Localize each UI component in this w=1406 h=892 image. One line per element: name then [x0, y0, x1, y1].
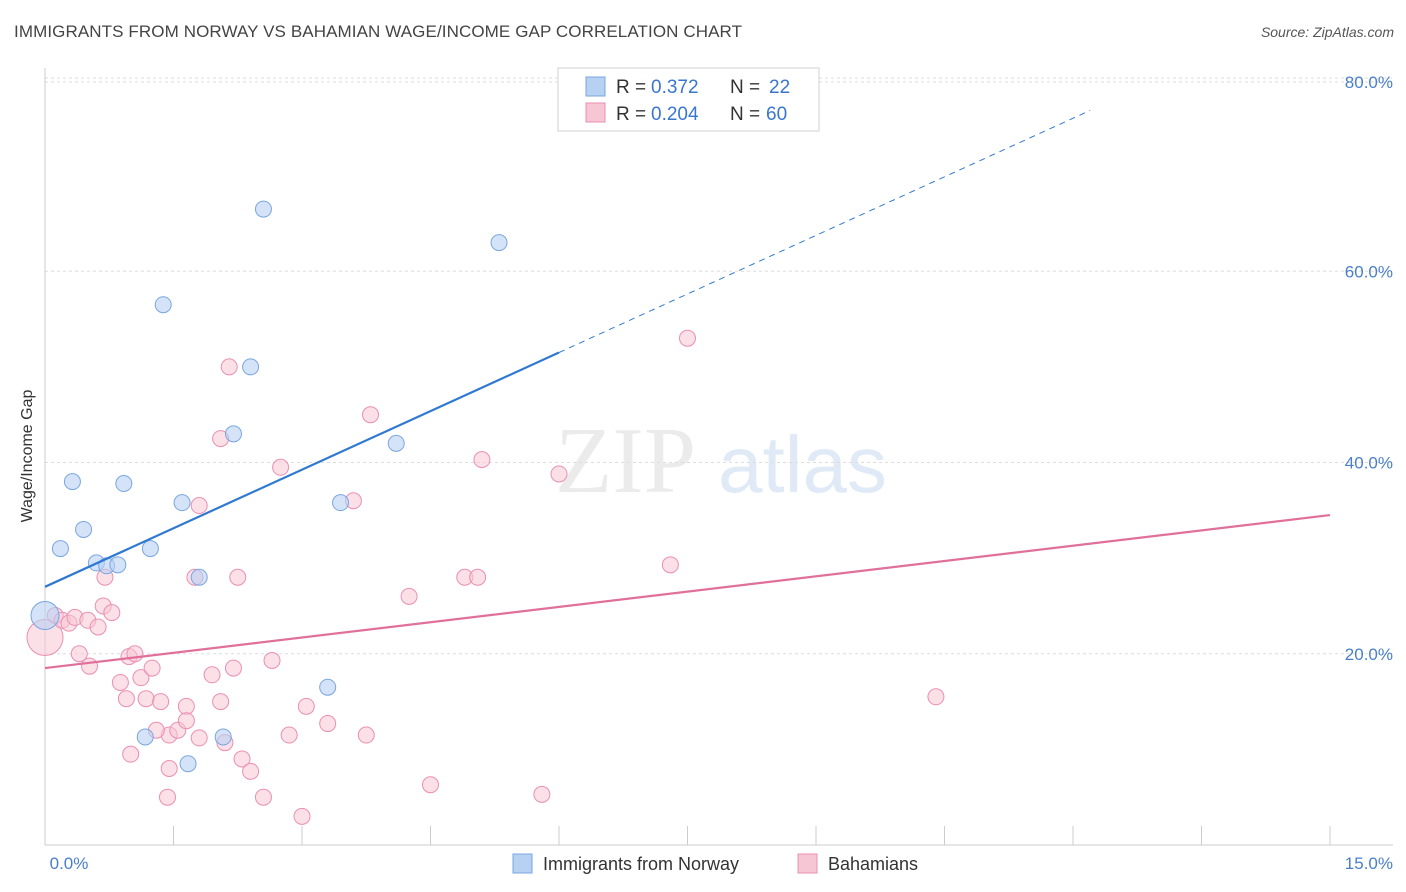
- bahamians-point: [212, 693, 230, 711]
- norway-point: [387, 434, 405, 452]
- bahamians-point: [126, 645, 144, 663]
- bahamians-point: [473, 451, 491, 469]
- y-tick-label: 20.0%: [1345, 645, 1393, 664]
- legend-n-value-bahamians: 60: [766, 104, 787, 125]
- bahamians-point: [661, 556, 679, 574]
- norway-point: [179, 755, 197, 773]
- axes: [44, 68, 1393, 846]
- y-tick-label: 60.0%: [1345, 262, 1393, 281]
- norway-point: [109, 556, 127, 574]
- norway-point: [51, 540, 69, 558]
- norway-point: [214, 728, 232, 746]
- bahamians-point: [679, 329, 696, 347]
- series-legend: Immigrants from Norway Bahamians: [512, 853, 918, 874]
- source-label: Source: ZipAtlas.com: [1260, 24, 1394, 40]
- norway-point: [190, 568, 208, 586]
- norway-points: [30, 200, 508, 773]
- legend-n-label-norway: N =: [730, 77, 760, 98]
- bahamians-point: [263, 651, 281, 669]
- legend-n-label-bahamians: N =: [730, 104, 760, 125]
- legend-r-label-bahamians: R =: [616, 104, 646, 125]
- bahamians-point: [280, 726, 298, 744]
- legend-n-value-norway: 22: [769, 77, 790, 98]
- bahamians-point: [233, 750, 251, 768]
- bahamians-point: [357, 726, 375, 744]
- bahamians-point: [160, 760, 178, 777]
- bahamians-point: [400, 587, 418, 605]
- bahamians-point: [422, 776, 439, 794]
- norway-point: [173, 494, 191, 512]
- bottom-legend-label-bahamians: Bahamians: [828, 854, 918, 874]
- bahamians-point: [143, 659, 161, 677]
- legend-r-label-norway: R =: [616, 77, 646, 98]
- bahamians-point: [122, 745, 140, 763]
- watermark: ZIP atlas: [555, 409, 887, 513]
- legend-swatch-norway: [585, 76, 606, 97]
- norway-point: [141, 540, 159, 558]
- watermark-atlas: atlas: [718, 420, 887, 509]
- bahamians-point: [190, 497, 208, 515]
- y-tick-label: 80.0%: [1345, 73, 1393, 92]
- bottom-legend-swatch-norway: [512, 853, 533, 874]
- legend-r-value-bahamians: 0.204: [651, 104, 699, 125]
- bahamians-point: [297, 697, 315, 715]
- norway-point: [254, 200, 272, 218]
- x-ticks: [173, 826, 1331, 845]
- legend-swatch-bahamians: [585, 102, 606, 123]
- bahamians-point: [224, 659, 242, 677]
- norway-point: [30, 601, 60, 630]
- norway-point: [224, 425, 242, 443]
- bahamians-point: [927, 688, 945, 706]
- bahamians-point: [111, 673, 129, 691]
- bottom-legend-label-norway: Immigrants from Norway: [543, 854, 739, 874]
- bahamians-point: [117, 690, 135, 708]
- bahamians-point: [254, 788, 272, 806]
- bahamians-point: [242, 762, 260, 780]
- bahamians-point: [203, 666, 221, 684]
- bahamians-point: [293, 807, 311, 825]
- norway-point: [75, 520, 93, 538]
- bahamians-point: [70, 645, 88, 663]
- norway-point: [319, 678, 337, 696]
- chart-title: IMMIGRANTS FROM NORWAY VS BAHAMIAN WAGE/…: [14, 22, 743, 41]
- bahamians-point: [137, 690, 155, 708]
- norway-trendline-extension: [558, 109, 1091, 353]
- norway-point: [154, 296, 172, 314]
- bahamians-point: [132, 669, 150, 687]
- norway-point: [136, 728, 154, 746]
- bahamians-point: [177, 697, 195, 715]
- y-tick-labels: 80.0% 60.0% 40.0% 20.0%: [1345, 73, 1393, 664]
- bahamians-point: [177, 712, 195, 730]
- bahamians-trendline: [44, 514, 1331, 670]
- x-tick-label-max: 15.0%: [1345, 854, 1393, 873]
- bottom-legend-swatch-bahamians: [797, 853, 818, 874]
- bahamians-point: [362, 406, 380, 424]
- bahamians-point: [159, 788, 177, 806]
- bahamians-point: [533, 785, 551, 803]
- norway-point: [63, 473, 81, 491]
- watermark-zip: ZIP: [555, 409, 696, 513]
- legend-r-value-norway: 0.372: [651, 77, 699, 98]
- bahamians-point: [152, 693, 170, 711]
- norway-point: [242, 358, 260, 376]
- bahamians-point: [220, 358, 238, 376]
- norway-trendline: [44, 351, 560, 588]
- norway-point: [490, 234, 508, 252]
- bahamians-point: [103, 604, 121, 622]
- norway-point: [332, 494, 350, 512]
- trendlines: [44, 109, 1331, 670]
- bahamians-point: [272, 458, 290, 476]
- y-tick-label: 40.0%: [1345, 454, 1393, 473]
- bahamians-point: [319, 715, 337, 733]
- x-tick-label-min: 0.0%: [50, 854, 89, 873]
- norway-point: [115, 475, 133, 493]
- bahamians-point: [89, 618, 107, 636]
- bahamians-point: [229, 568, 247, 586]
- bahamians-point: [550, 465, 568, 483]
- bahamians-point: [469, 568, 487, 586]
- bahamians-point: [190, 729, 208, 747]
- stats-legend: R = 0.372 N = 22 R = 0.204 N = 60: [557, 67, 820, 132]
